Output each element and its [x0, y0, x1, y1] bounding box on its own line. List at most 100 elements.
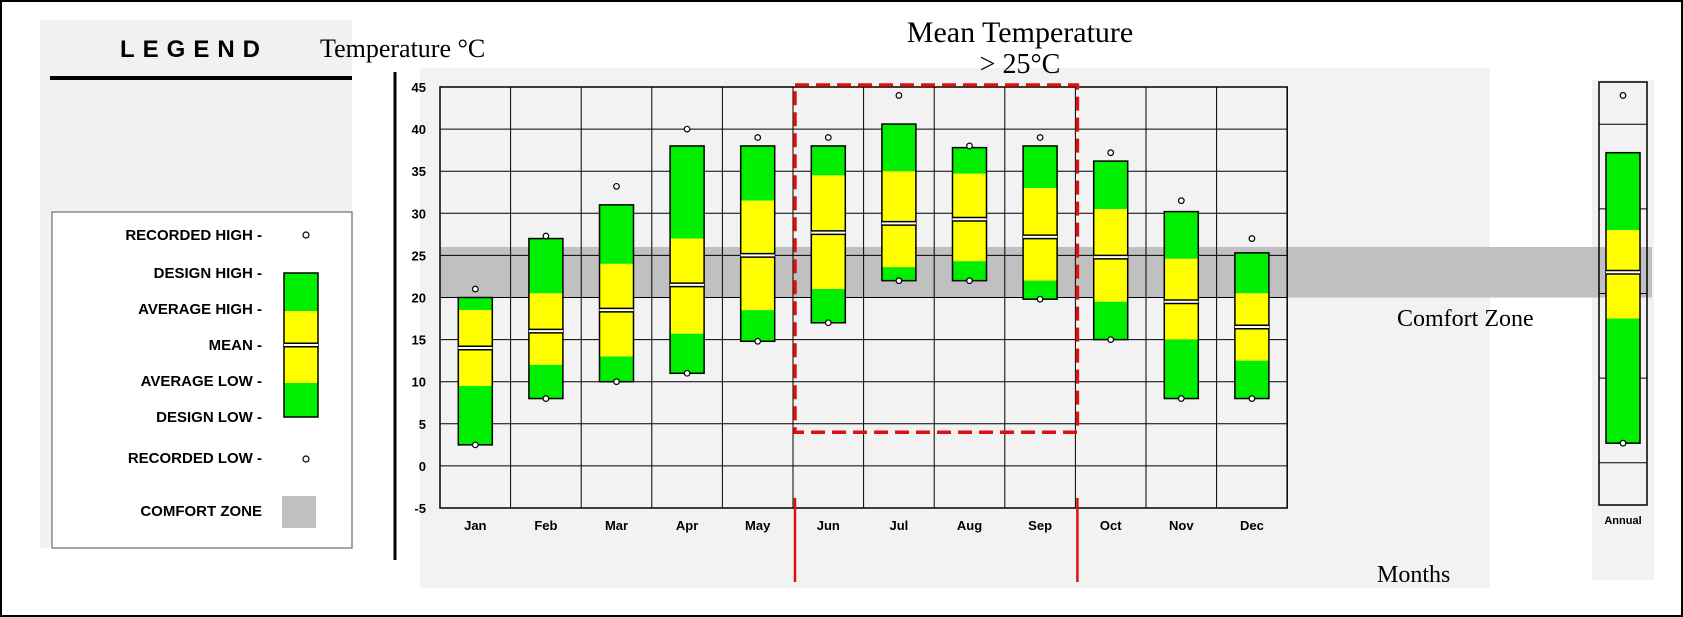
bar-design-high-segment	[881, 124, 916, 172]
recorded-high-point	[1248, 235, 1256, 242]
comfort-zone-label: Comfort Zone	[1397, 306, 1534, 332]
x-tick-label: Apr	[676, 518, 698, 533]
month-bar-nov	[1163, 197, 1200, 402]
recorded-high-point	[613, 182, 620, 190]
recorded-high-point	[1177, 197, 1185, 205]
comfort-zone-swatch-icon	[282, 496, 316, 528]
recorded-high-point	[966, 142, 973, 150]
legend: LEGEND RECORDED HIGH - DESIGN HIGH - AVE…	[50, 36, 353, 549]
y-tick-label: 40	[412, 122, 426, 137]
mean-temperature-title: Mean Temperature	[907, 16, 1133, 49]
legend-label-average-low: AVERAGE LOW -	[141, 373, 262, 390]
x-tick-label: Jun	[817, 518, 840, 533]
y-tick-label: 20	[412, 291, 426, 306]
legend-label-recorded-low: RECORDED LOW -	[128, 450, 262, 467]
recorded-high-point	[1107, 149, 1115, 157]
legend-label-mean: MEAN -	[209, 337, 262, 354]
bar-average-segment	[881, 171, 916, 268]
recorded-high-point	[471, 285, 479, 293]
bar-design-high-segment	[952, 147, 987, 174]
x-axis-title: Months	[1377, 562, 1450, 588]
bar-design-low-segment	[458, 385, 493, 445]
bar-design-low-segment	[881, 267, 916, 281]
month-bar-sep	[1022, 134, 1058, 303]
legend-label-design-low: DESIGN LOW -	[156, 409, 262, 426]
bar-design-high-segment	[1164, 211, 1199, 259]
recorded-low-point	[613, 378, 620, 386]
bar-design-low-segment	[599, 356, 634, 382]
bar-design-high-segment	[1093, 161, 1128, 210]
month-bar-oct	[1092, 149, 1129, 344]
x-tick-label: Aug	[957, 518, 982, 533]
bar-design-low-segment	[1093, 301, 1128, 340]
bar-design-high-segment	[1023, 145, 1058, 189]
legend-sample-bar-icon	[283, 272, 319, 418]
bar-design-high-segment	[670, 145, 705, 239]
recorded-high-point	[683, 125, 691, 133]
legend-label-recorded-high: RECORDED HIGH -	[125, 227, 262, 244]
recorded-low-point	[542, 395, 550, 402]
annual-bar	[1605, 92, 1641, 447]
x-tick-label: May	[745, 518, 771, 533]
x-tick-label: Oct	[1100, 518, 1122, 533]
y-tick-label: 35	[412, 164, 426, 179]
legend-title: LEGEND	[120, 36, 268, 63]
recorded-low-point	[683, 369, 691, 377]
bar-design-high-segment	[1234, 252, 1269, 294]
bar-average-segment	[1023, 188, 1058, 281]
bar-average-segment	[1164, 258, 1199, 340]
bar-design-low-segment	[1234, 360, 1269, 399]
bar-design-low-segment	[1023, 280, 1058, 300]
y-tick-label: 45	[412, 80, 426, 95]
recorded-low-point	[754, 337, 762, 345]
recorded-low-point	[1107, 336, 1115, 344]
y-tick-label: 25	[412, 248, 426, 263]
month-bar-jan	[457, 285, 494, 449]
recorded-low-point	[966, 277, 973, 285]
recorded-low-point	[1248, 395, 1256, 402]
bar-design-high-segment	[599, 204, 634, 264]
bar-design-low-segment	[670, 333, 705, 374]
recorded-high-point	[1619, 92, 1627, 99]
legend-label-average-high: AVERAGE HIGH -	[138, 301, 262, 318]
month-bar-jul	[881, 92, 917, 285]
bar-design-low-segment	[952, 261, 987, 281]
bar-design-high-segment	[811, 145, 846, 176]
month-bar-aug	[951, 142, 988, 285]
bar-design-high-segment	[740, 145, 775, 201]
recorded-low-point	[824, 319, 832, 327]
y-tick-label: 5	[419, 417, 426, 432]
y-tick-label: 15	[412, 333, 426, 348]
month-bar-mar	[598, 182, 635, 386]
recorded-high-point	[824, 134, 832, 141]
recorded-low-point	[895, 277, 903, 285]
bar-design-low-segment	[1606, 318, 1640, 444]
x-tick-label: Sep	[1028, 518, 1052, 533]
x-tick-label: Dec	[1240, 518, 1264, 533]
plot-backdrop	[420, 68, 1490, 588]
recorded-high-point	[542, 232, 550, 240]
y-tick-label: 30	[412, 206, 426, 221]
recorded-high-point	[754, 134, 762, 141]
x-tick-label: Nov	[1169, 518, 1194, 533]
bar-design-high-segment	[458, 297, 493, 311]
annual-label: Annual	[1604, 515, 1641, 527]
bar-design-high-segment	[1606, 152, 1640, 231]
recorded-high-marker-icon	[302, 231, 310, 239]
legend-label-design-high: DESIGN HIGH -	[154, 265, 262, 282]
bar-design-low-segment	[1164, 339, 1199, 399]
month-bar-feb	[528, 232, 564, 402]
y-tick-label: 10	[412, 375, 426, 390]
bar-design-low-segment	[811, 289, 846, 323]
month-bar-jun	[810, 134, 847, 327]
y-tick-label: 0	[419, 459, 426, 474]
recorded-low-point	[1177, 395, 1185, 402]
month-bar-dec	[1234, 235, 1270, 402]
bar-design-high-segment	[528, 238, 563, 294]
recorded-low-marker-icon	[302, 455, 310, 463]
x-tick-label: Mar	[605, 518, 628, 533]
recorded-high-point	[895, 92, 903, 99]
recorded-high-point	[1036, 134, 1044, 141]
recorded-low-point	[471, 441, 479, 449]
